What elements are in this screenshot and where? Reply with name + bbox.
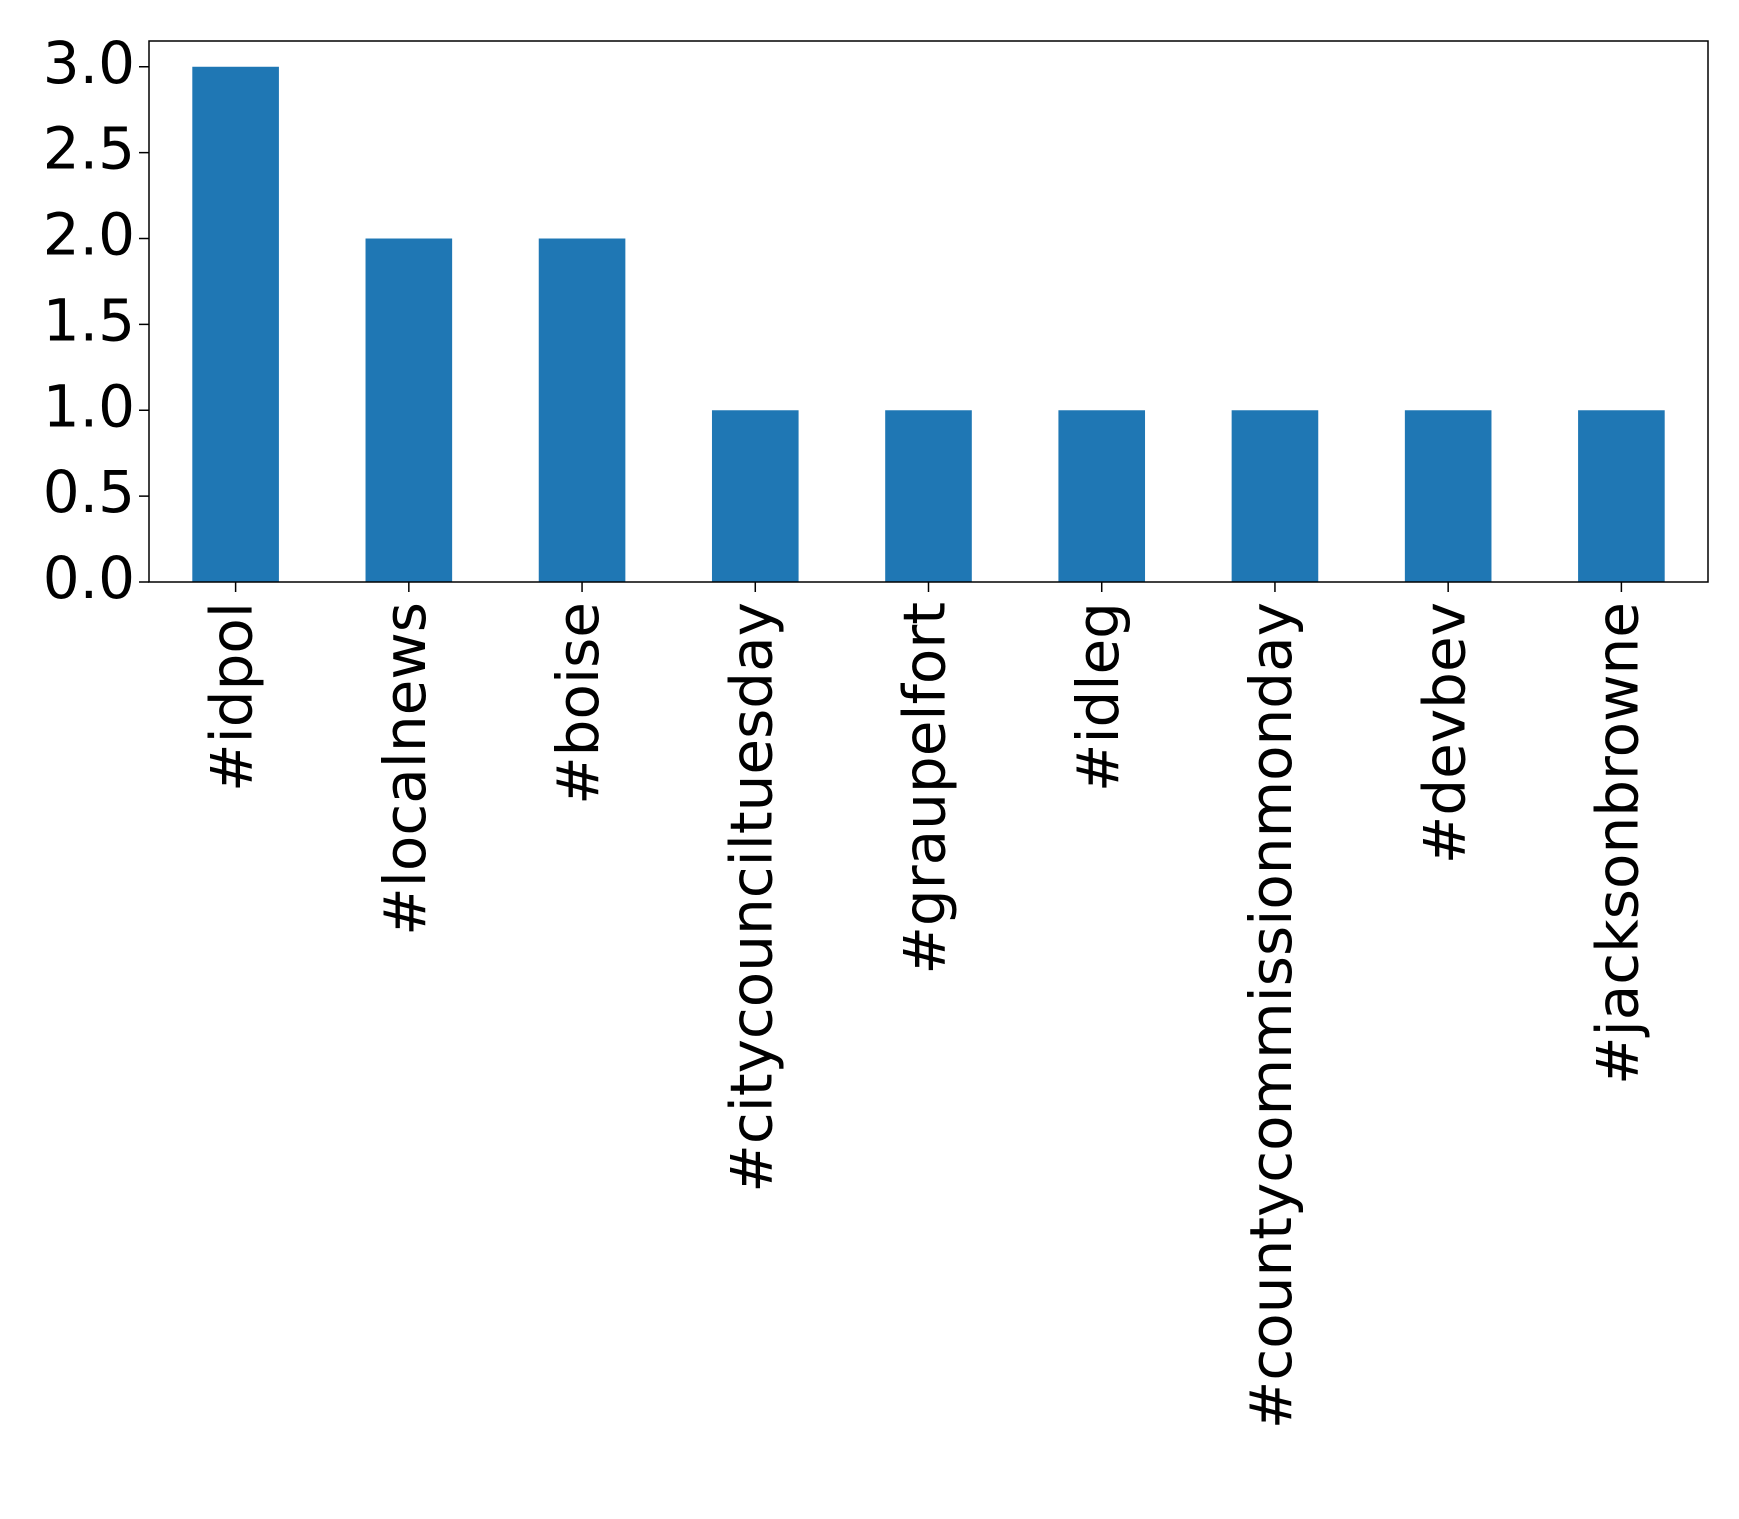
x-tick-label: #idpol <box>198 602 266 792</box>
x-tick-label: #countycommissionmonday <box>1237 602 1305 1429</box>
y-tick-label: 2.0 <box>43 201 135 269</box>
bar <box>1404 410 1492 582</box>
y-tick-label: 0.5 <box>43 458 135 526</box>
x-tick-label: #citycounciltuesday <box>717 602 785 1193</box>
x-tick-label: #localnews <box>371 602 439 936</box>
x-tick-label: #boise <box>544 602 612 805</box>
y-tick-label: 0.0 <box>43 544 135 612</box>
y-tick-label: 1.0 <box>43 372 135 440</box>
plot-frame <box>148 40 1709 583</box>
bar <box>885 410 972 582</box>
bar <box>711 410 799 582</box>
x-tick-label: #graupelfort <box>891 602 959 975</box>
bar <box>365 238 453 582</box>
x-tick-label: #devbev <box>1410 602 1478 864</box>
y-tick-label: 3.0 <box>43 29 135 97</box>
x-tick-label: #idleg <box>1064 602 1132 792</box>
x-tick-label: #jacksonbrowne <box>1583 602 1651 1085</box>
bar <box>538 238 626 582</box>
y-tick-label: 1.5 <box>43 286 135 354</box>
bar <box>1578 410 1665 582</box>
bar <box>1231 410 1319 582</box>
bar <box>192 66 279 582</box>
y-tick-label: 2.5 <box>43 115 135 183</box>
bar <box>1058 410 1146 582</box>
